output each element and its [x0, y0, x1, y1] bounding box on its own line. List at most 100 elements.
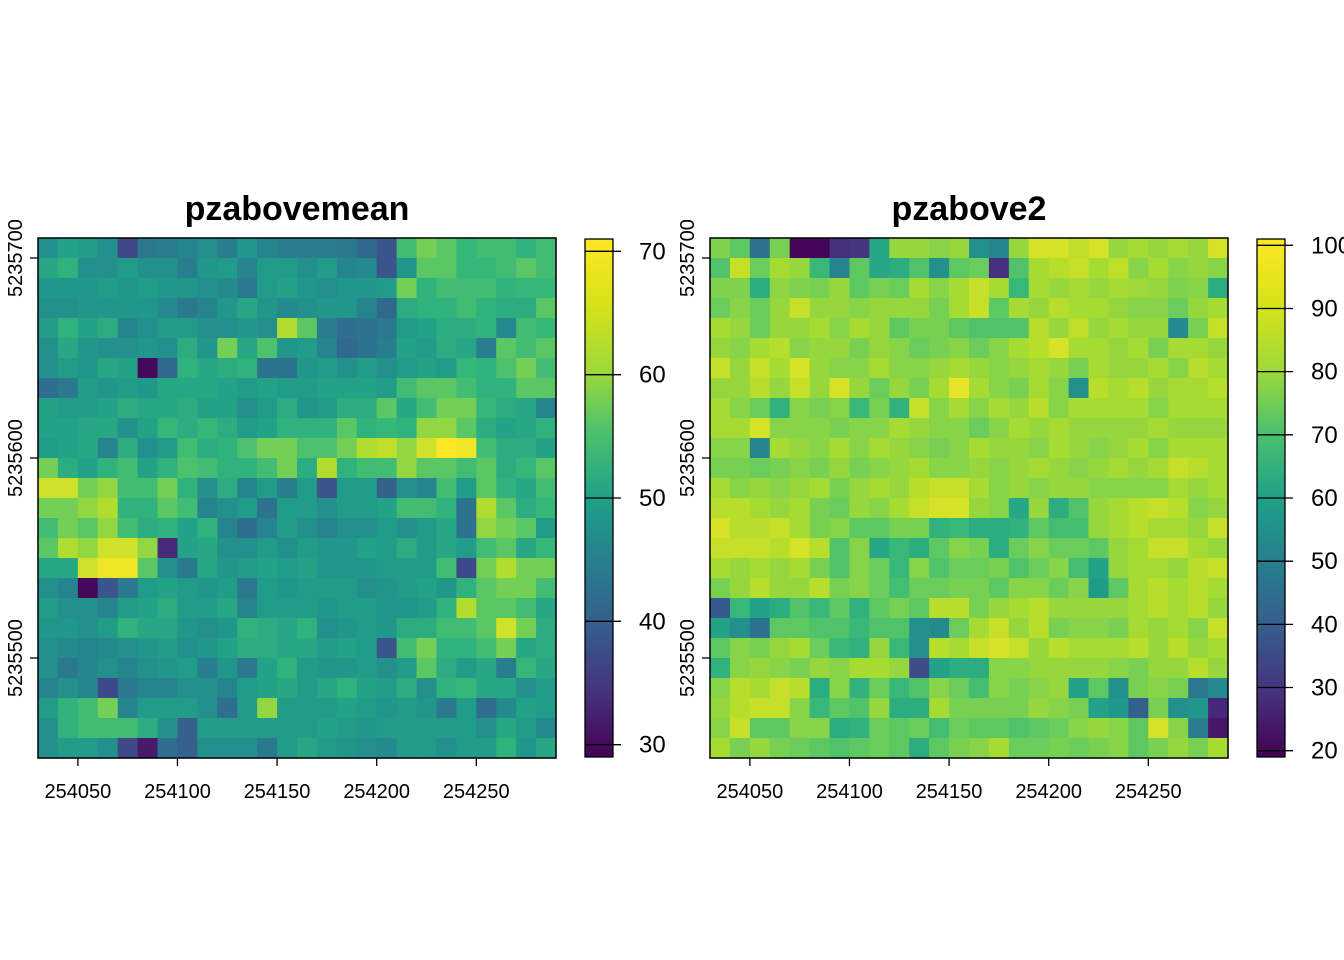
heatmap-cell — [1128, 378, 1149, 399]
heatmap-cell — [57, 658, 79, 679]
heatmap-cell — [749, 498, 771, 519]
heatmap-cell — [197, 678, 218, 699]
heatmap-cell — [456, 378, 477, 399]
heatmap-cell — [809, 338, 831, 359]
heatmap-cell — [297, 598, 318, 619]
heatmap-cell — [277, 258, 298, 279]
heatmap-cell — [217, 238, 238, 259]
heatmap-cell — [1188, 578, 1209, 599]
heatmap-cell — [849, 618, 870, 639]
heatmap-cell — [1088, 518, 1110, 539]
heatmap-cell — [376, 518, 398, 539]
heatmap-cell — [829, 598, 851, 619]
heatmap-cell — [1168, 578, 1189, 599]
heatmap-cell — [157, 538, 179, 559]
heatmap-cell — [97, 558, 119, 579]
heatmap-cell — [1188, 598, 1209, 619]
colorbar-tick-label: 100 — [1311, 232, 1344, 259]
heatmap-cell — [277, 298, 298, 319]
heatmap-cell — [436, 518, 457, 539]
heatmap-cell — [909, 238, 930, 259]
heatmap-cell — [1148, 678, 1169, 699]
heatmap-cell — [869, 478, 890, 499]
heatmap-cell — [929, 318, 950, 339]
heatmap-cell — [1128, 498, 1149, 519]
heatmap-cell — [710, 278, 731, 299]
heatmap-cell — [949, 718, 970, 739]
heatmap-cell — [929, 518, 950, 539]
heatmap-cell — [277, 478, 298, 499]
heatmap-cell — [1068, 638, 1090, 659]
heatmap-cell — [336, 558, 358, 579]
heatmap-cell — [496, 238, 517, 259]
heatmap-cell — [217, 678, 238, 699]
heatmap-cell — [789, 358, 811, 379]
heatmap-cell — [969, 698, 990, 719]
heatmap-cell — [396, 538, 418, 559]
heatmap-cell — [257, 478, 278, 499]
heatmap-cell — [929, 698, 950, 719]
heatmap-cell — [316, 258, 338, 279]
heatmap-cell — [710, 238, 731, 259]
heatmap-cell — [356, 298, 378, 319]
heatmap-cell — [1008, 378, 1030, 399]
x-tick-label: 254200 — [343, 781, 410, 803]
heatmap-cell — [949, 598, 970, 619]
heatmap-cell — [416, 738, 438, 759]
heatmap-cell — [1128, 678, 1149, 699]
heatmap-cell — [277, 278, 298, 299]
heatmap-cell — [909, 358, 930, 379]
heatmap-cell — [1208, 638, 1229, 659]
heatmap-cell — [1168, 738, 1189, 759]
heatmap-cell — [1088, 438, 1110, 459]
heatmap-cell — [969, 398, 990, 419]
heatmap-cell — [1188, 558, 1209, 579]
heatmap-cell — [988, 338, 1010, 359]
heatmap-cell — [1088, 378, 1110, 399]
heatmap-cell — [177, 238, 198, 259]
heatmap-cell — [177, 598, 198, 619]
heatmap-cell — [257, 598, 278, 619]
heatmap-cell — [117, 458, 139, 479]
heatmap-cell — [710, 298, 731, 319]
heatmap-cell — [456, 398, 477, 419]
heatmap-cell — [217, 618, 238, 639]
heatmap-cell — [516, 298, 537, 319]
heatmap-cell — [57, 278, 79, 299]
heatmap-cell — [909, 478, 930, 499]
heatmap-cell — [1048, 578, 1070, 599]
heatmap-cell — [77, 558, 99, 579]
heatmap-cell — [137, 618, 159, 639]
heatmap-cell — [1208, 558, 1229, 579]
heatmap-cell — [929, 358, 950, 379]
x-tick-label: 254250 — [443, 781, 510, 803]
heatmap-cell — [316, 458, 338, 479]
heatmap-cell — [297, 698, 318, 719]
heatmap-cell — [929, 578, 950, 599]
heatmap-cell — [889, 378, 910, 399]
heatmap-cell — [197, 658, 218, 679]
heatmap-cell — [1188, 678, 1209, 699]
heatmap-cell — [1108, 458, 1129, 479]
heatmap-cell — [436, 698, 457, 719]
heatmap-cell — [889, 738, 910, 759]
heatmap-cell — [217, 418, 238, 439]
heatmap-cell — [57, 238, 79, 259]
heatmap-cell — [177, 558, 198, 579]
heatmap-cell — [729, 378, 751, 399]
heatmap-cell — [277, 638, 298, 659]
colorbar-tick-label: 30 — [1311, 675, 1338, 702]
heatmap-cell — [1088, 498, 1110, 519]
heatmap-cell — [789, 418, 811, 439]
heatmap-cell — [436, 658, 457, 679]
heatmap-cells — [38, 238, 557, 759]
heatmap-cell — [1088, 678, 1110, 699]
heatmap-cell — [97, 258, 119, 279]
heatmap-cell — [38, 538, 59, 559]
heatmap-cell — [969, 478, 990, 499]
heatmap-cell — [38, 358, 59, 379]
heatmap-cell — [77, 418, 99, 439]
heatmap-cell — [536, 478, 557, 499]
heatmap-cell — [1028, 318, 1050, 339]
heatmap-cell — [277, 698, 298, 719]
